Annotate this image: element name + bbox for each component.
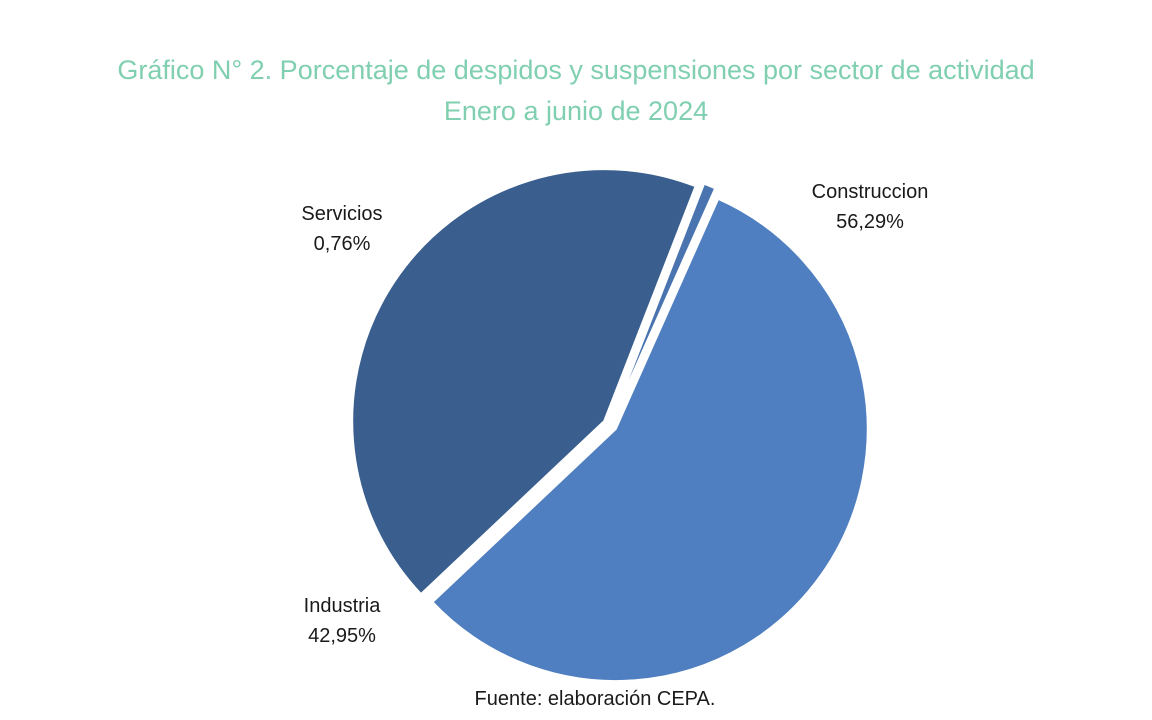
pie-slice-construccion bbox=[431, 197, 869, 683]
pie-chart: Construccion 56,29% Industria 42,95% Servici… bbox=[301, 168, 929, 683]
slice-value-construccion: 56,29% bbox=[836, 211, 904, 233]
slice-value-servicios: 0,76% bbox=[314, 233, 371, 255]
source-note: Fuente: elaboración CEPA. bbox=[474, 688, 716, 710]
slice-value-industria: 42,95% bbox=[308, 625, 376, 647]
chart-title: Gráfico N° 2. Porcentaje de despidos y s… bbox=[117, 55, 1035, 85]
slice-label-servicios: Servicios bbox=[301, 203, 382, 225]
chart-subtitle: Enero a junio de 2024 bbox=[443, 96, 709, 126]
slice-label-construccion: Construccion bbox=[812, 181, 929, 203]
slice-label-industria: Industria bbox=[304, 595, 382, 617]
pie-slice-industria bbox=[351, 168, 697, 596]
pie-slice-servicios bbox=[611, 182, 717, 419]
